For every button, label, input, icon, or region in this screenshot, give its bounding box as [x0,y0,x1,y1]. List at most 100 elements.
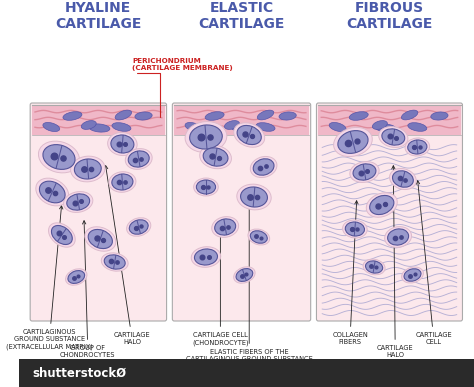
FancyBboxPatch shape [30,103,166,321]
Ellipse shape [241,187,267,207]
Ellipse shape [353,164,376,180]
Ellipse shape [109,172,136,192]
Ellipse shape [392,171,413,187]
FancyBboxPatch shape [32,105,164,135]
Bar [18,359,474,387]
Text: shutterstockØ: shutterstockØ [32,366,126,380]
Ellipse shape [379,127,408,147]
Ellipse shape [190,125,222,149]
Ellipse shape [253,159,274,175]
Ellipse shape [89,124,110,132]
Ellipse shape [64,192,93,212]
Ellipse shape [408,140,427,154]
Ellipse shape [194,178,218,196]
Ellipse shape [401,267,423,283]
Ellipse shape [191,247,221,267]
Ellipse shape [112,123,131,131]
Ellipse shape [350,161,379,182]
Ellipse shape [431,112,448,120]
Ellipse shape [196,180,216,194]
Text: ELASTIC FIBERS OF THE
CARTILAGINOUS GROUND SUBSTANCE: ELASTIC FIBERS OF THE CARTILAGINOUS GROU… [186,196,312,362]
Ellipse shape [234,123,264,147]
Ellipse shape [88,229,112,248]
Ellipse shape [68,271,85,283]
Ellipse shape [185,123,202,132]
Ellipse shape [203,148,228,166]
Ellipse shape [257,110,274,120]
Ellipse shape [363,259,385,275]
Ellipse shape [250,156,277,178]
Ellipse shape [185,122,227,152]
Ellipse shape [401,110,418,120]
Ellipse shape [112,174,133,190]
Ellipse shape [111,135,134,153]
Text: GROUP OF
CHONDROCYTES: GROUP OF CHONDROCYTES [60,221,116,358]
Ellipse shape [234,267,255,283]
Ellipse shape [237,184,271,210]
Ellipse shape [405,138,429,156]
Text: CARTILAGE
CELL: CARTILAGE CELL [415,181,452,345]
Ellipse shape [71,156,105,182]
Ellipse shape [194,249,218,265]
Ellipse shape [200,145,231,169]
Ellipse shape [349,112,368,120]
Ellipse shape [36,178,69,206]
Ellipse shape [215,219,236,235]
Ellipse shape [48,223,75,247]
Ellipse shape [81,121,96,129]
Text: FIBROUS
CARTILAGE: FIBROUS CARTILAGE [346,1,433,31]
Text: CARTILAGINOUS
GROUND SUBSTANCE
(EXTRACELLULAR MATRIX): CARTILAGINOUS GROUND SUBSTANCE (EXTRACEL… [6,206,93,349]
Ellipse shape [101,253,128,271]
Ellipse shape [38,141,80,173]
Ellipse shape [125,149,152,170]
Ellipse shape [128,151,149,167]
FancyBboxPatch shape [173,103,310,321]
Ellipse shape [375,124,396,132]
Ellipse shape [85,227,116,251]
Ellipse shape [334,127,372,157]
Text: ELASTIC
CARTILAGE: ELASTIC CARTILAGE [198,1,285,31]
Ellipse shape [74,159,101,179]
Ellipse shape [390,168,416,190]
Ellipse shape [129,220,148,234]
Ellipse shape [366,193,397,217]
Ellipse shape [43,123,60,132]
Ellipse shape [212,217,238,237]
Ellipse shape [231,124,252,132]
Ellipse shape [108,132,137,156]
Text: CARTILAGE
HALO: CARTILAGE HALO [104,166,150,345]
Ellipse shape [65,269,87,285]
Ellipse shape [256,123,275,131]
Ellipse shape [385,227,411,247]
Ellipse shape [382,129,405,145]
Text: COLLAGEN
FIBERS: COLLAGEN FIBERS [332,201,368,345]
Ellipse shape [345,222,365,236]
Ellipse shape [236,269,253,281]
FancyBboxPatch shape [319,105,461,135]
Ellipse shape [224,121,239,129]
Ellipse shape [237,125,261,145]
Text: PERICHONDRIUM
(CARTILAGE MEMBRANE): PERICHONDRIUM (CARTILAGE MEMBRANE) [132,58,233,71]
Text: HYALINE
CARTILAGE: HYALINE CARTILAGE [55,1,142,31]
Ellipse shape [373,121,387,129]
Ellipse shape [343,220,367,238]
Ellipse shape [408,123,427,131]
Ellipse shape [329,123,346,132]
Ellipse shape [338,130,368,153]
Ellipse shape [279,112,296,120]
Ellipse shape [63,112,82,120]
Ellipse shape [250,231,267,243]
FancyBboxPatch shape [317,103,463,321]
Ellipse shape [248,229,270,245]
Ellipse shape [39,181,65,203]
Ellipse shape [135,112,152,120]
Ellipse shape [370,195,394,214]
Ellipse shape [205,112,224,120]
Ellipse shape [127,218,151,236]
Ellipse shape [365,261,383,273]
Ellipse shape [67,194,90,210]
Ellipse shape [388,229,409,245]
Ellipse shape [404,269,421,281]
Ellipse shape [43,145,75,170]
Text: CARTILAGE
HALO: CARTILAGE HALO [377,166,413,358]
